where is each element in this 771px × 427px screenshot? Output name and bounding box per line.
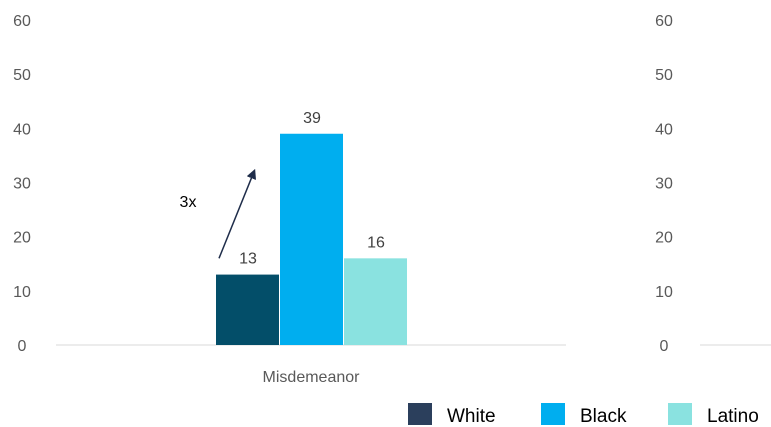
y-tick-label: 30	[13, 176, 31, 193]
legend-swatch-white	[408, 403, 432, 425]
ratio-annotation: 3x	[180, 194, 197, 211]
right-chart: 0 10 20 30 40 50 60	[655, 13, 771, 355]
bar-black	[280, 133, 343, 345]
data-label-latino: 16	[367, 234, 385, 251]
legend-label-latino: Latino	[707, 406, 759, 427]
right-y-axis-ticks: 0 10 20 30 40 50 60	[655, 13, 673, 355]
legend-swatch-black	[541, 403, 565, 425]
right-y-tick-label: 20	[655, 230, 673, 247]
right-y-tick-label: 30	[655, 176, 673, 193]
y-tick-label: 20	[13, 230, 31, 247]
legend-swatch-latino	[668, 403, 692, 425]
right-y-tick-label: 10	[655, 284, 673, 301]
y-tick-label: 0	[18, 338, 27, 355]
right-y-tick-label: 50	[655, 67, 673, 84]
left-bars	[216, 133, 407, 345]
right-y-tick-label: 0	[660, 338, 669, 355]
legend: White Black Latino	[408, 403, 759, 427]
legend-label-white: White	[447, 406, 496, 427]
category-label: Misdemeanor	[263, 369, 361, 386]
bar-latino	[344, 258, 407, 345]
y-tick-label: 50	[13, 67, 31, 84]
legend-label-black: Black	[580, 406, 627, 427]
y-tick-label: 60	[13, 13, 31, 30]
data-label-black: 39	[303, 110, 321, 127]
bar-white	[216, 274, 279, 345]
y-tick-label: 40	[13, 121, 31, 138]
left-data-labels: 13 39 16	[239, 110, 385, 268]
left-chart: 0 10 20 30 40 50 60 13 39 16 Misdemeanor 3x	[13, 13, 566, 386]
right-y-tick-label: 40	[655, 121, 673, 138]
y-tick-label: 10	[13, 284, 31, 301]
right-y-tick-label: 60	[655, 13, 673, 30]
left-y-axis-ticks: 0 10 20 30 40 50 60	[13, 13, 31, 355]
ratio-arrow	[218, 168, 257, 259]
data-label-white: 13	[239, 251, 257, 268]
